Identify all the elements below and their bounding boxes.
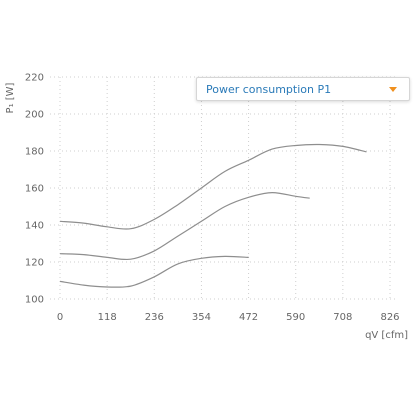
- series-selector-dropdown[interactable]: Power consumption P1: [196, 77, 410, 101]
- series-line-1: [59, 143, 367, 230]
- series-line-3: [59, 255, 249, 288]
- x-tick-label: 590: [286, 312, 305, 323]
- series-layer: [59, 143, 367, 288]
- y-tick-label: 120: [25, 258, 44, 269]
- y-tick-label: 100: [25, 295, 44, 306]
- x-tick-label: 236: [145, 312, 164, 323]
- x-tick-label: 708: [333, 312, 352, 323]
- x-axis-label: qV [cfm]: [365, 330, 408, 341]
- y-tick-label: 220: [25, 73, 44, 84]
- x-tick-label: 0: [57, 312, 63, 323]
- series-selector-label: Power consumption P1: [206, 82, 332, 96]
- y-axis-label: P₁ [W]: [5, 82, 16, 113]
- series-line-2: [59, 191, 310, 261]
- y-tick-label: 160: [25, 184, 44, 195]
- grid: [50, 76, 398, 300]
- y-tick-label: 140: [25, 221, 44, 232]
- x-tick-label: 118: [98, 312, 117, 323]
- x-tick-label: 354: [192, 312, 211, 323]
- x-tick-label: 472: [239, 312, 258, 323]
- y-tick-label: 180: [25, 147, 44, 158]
- tick-labels: 100 120 140 160 180 200 220 0 118 236 354 472 590 708…: [25, 73, 400, 324]
- chevron-down-icon: [389, 86, 397, 92]
- y-tick-label: 200: [25, 110, 44, 121]
- x-tick-label: 826: [380, 312, 399, 323]
